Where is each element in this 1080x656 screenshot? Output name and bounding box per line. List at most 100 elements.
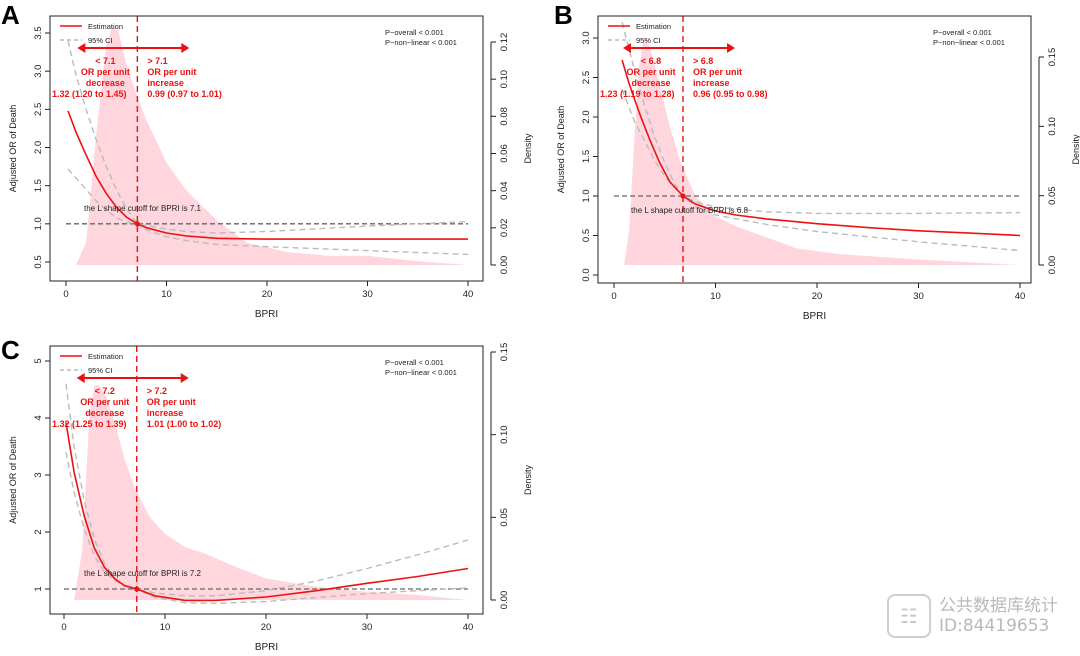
y2-tick-label: 0.15: [499, 343, 510, 362]
y-axis-label: Adjusted OR of Death: [556, 106, 566, 194]
right-label-line: increase: [147, 78, 184, 88]
y2-axis-label: Density: [1071, 134, 1080, 165]
right-label-line: OR per unit: [147, 397, 196, 407]
x-tick-label: 40: [463, 622, 474, 633]
y2-tick-label: 0.00: [499, 591, 510, 610]
y-tick-label: 2.5: [581, 71, 592, 84]
watermark-line1: 公共数据库统计: [939, 596, 1058, 616]
panel-letter: C: [1, 335, 20, 365]
y2-tick-label: 0.04: [499, 181, 510, 200]
y-axis-label: Adjusted OR of Death: [8, 436, 18, 524]
y2-tick-label: 0.08: [499, 107, 510, 126]
left-label-line: 1.32 (1.20 to 1.45): [52, 89, 127, 99]
p-overall-text: P−overall < 0.001: [385, 28, 444, 37]
legend-ci-label: 95% CI: [88, 36, 113, 45]
cutoff-point: [134, 221, 140, 227]
left-label-line: < 6.8: [641, 56, 661, 66]
y2-tick-label: 0.15: [1047, 48, 1058, 67]
right-label-line: > 7.1: [147, 56, 167, 66]
left-label-line: decrease: [85, 408, 124, 418]
y-tick-label: 3: [33, 472, 44, 477]
y-tick-label: 2.0: [581, 110, 592, 123]
left-label-line: 1.23 (1.19 to 1.28): [600, 89, 675, 99]
x-tick-label: 0: [611, 291, 616, 302]
watermark-line2: ID:84419653: [939, 616, 1050, 636]
legend-ci-label: 95% CI: [636, 36, 661, 45]
x-tick-label: 40: [463, 289, 474, 300]
range-arrow-left-head: [76, 373, 85, 383]
right-label-line: 0.99 (0.97 to 1.01): [147, 89, 222, 99]
y-tick-label: 1.5: [581, 150, 592, 163]
panel-b: B 0 10 20 30 40 BPRI 0.0 0.5 1.0 1.5 2.0 2.5 3.0 Adjus…: [554, 0, 1080, 322]
range-arrow-left-head: [623, 43, 632, 53]
legend-estimation-label: Estimation: [88, 352, 123, 361]
legend-ci-label: 95% CI: [88, 366, 113, 375]
x-tick-label: 0: [63, 289, 68, 300]
document-icon: ☷: [887, 594, 931, 638]
watermark: ☷ 公共数据库统计 ID:84419653: [887, 594, 1058, 638]
x-tick-label: 0: [61, 622, 66, 633]
x-axis-label: BPRI: [803, 311, 826, 322]
y2-tick-label: 0.10: [1047, 117, 1058, 136]
plot-frame: [597, 15, 1032, 284]
y-tick-label: 2.0: [33, 141, 44, 154]
y-tick-label: 3.0: [33, 65, 44, 78]
x-tick-label: 20: [262, 289, 273, 300]
x-axis-label: BPRI: [255, 309, 278, 320]
range-arrow-left-head: [77, 43, 86, 53]
x-tick-label: 30: [362, 289, 373, 300]
right-label-line: > 7.2: [147, 386, 167, 396]
ci-upper-line: [67, 40, 469, 234]
p-nonlinear-text: P−non−linear < 0.001: [933, 38, 1005, 47]
cutoff-point: [680, 193, 686, 199]
range-arrow-right-head: [181, 43, 190, 53]
cutoff-annotation: the L shape cutoff for BPRI is 7.1: [84, 204, 202, 213]
y-tick-label: 4: [33, 415, 44, 420]
legend-estimation-label: Estimation: [636, 22, 671, 31]
p-overall-text: P−overall < 0.001: [385, 358, 444, 367]
x-tick-label: 10: [160, 622, 171, 633]
y2-tick-label: 0.05: [1047, 186, 1058, 205]
y-axis-label: Adjusted OR of Death: [8, 105, 18, 193]
p-overall-text: P−overall < 0.001: [933, 28, 992, 37]
left-label-line: OR per unit: [81, 67, 130, 77]
y2-tick-label: 0.00: [499, 256, 510, 275]
right-label-line: increase: [693, 78, 730, 88]
y-tick-label: 5: [33, 358, 44, 363]
right-label-line: OR per unit: [693, 67, 742, 77]
y2-tick-label: 0.02: [499, 219, 510, 238]
left-label-line: < 7.1: [95, 56, 115, 66]
y2-tick-label: 0.12: [499, 33, 510, 52]
x-tick-label: 30: [913, 291, 924, 302]
panel-c: C 0 10 20 30 40 BPRI 1 2 3 4 5 Adjusted OR of Death 0…: [1, 335, 533, 653]
y2-axis-label: Density: [523, 464, 533, 495]
y-tick-label: 0.5: [33, 255, 44, 268]
estimation-line: [65, 422, 469, 602]
right-label-line: OR per unit: [147, 67, 196, 77]
left-label-line: decrease: [631, 78, 670, 88]
right-label-line: > 6.8: [693, 56, 713, 66]
y-tick-label: 2.5: [33, 103, 44, 116]
y-tick-label: 2: [33, 529, 44, 534]
right-label-line: 1.01 (1.00 to 1.02): [147, 419, 222, 429]
y2-tick-label: 0.06: [499, 144, 510, 163]
y-tick-label: 1: [33, 586, 44, 591]
density-area: [74, 385, 468, 600]
range-arrow-right-head: [727, 43, 736, 53]
density-area: [624, 36, 1020, 266]
x-axis-label: BPRI: [255, 642, 278, 653]
x-tick-label: 10: [161, 289, 172, 300]
x-tick-label: 30: [362, 622, 373, 633]
panel-letter: A: [1, 0, 20, 30]
x-tick-label: 40: [1015, 291, 1026, 302]
y-tick-label: 3.0: [581, 31, 592, 44]
y2-tick-label: 0.10: [499, 425, 510, 444]
y2-tick-label: 0.05: [499, 508, 510, 527]
left-label-line: OR per unit: [80, 397, 129, 407]
panel-letter: B: [554, 0, 573, 30]
y2-tick-label: 0.00: [1047, 256, 1058, 275]
cutoff-point: [134, 586, 140, 592]
cutoff-annotation: the L shape cutoff for BPRI is 6.8: [631, 206, 749, 215]
y2-tick-label: 0.10: [499, 70, 510, 89]
